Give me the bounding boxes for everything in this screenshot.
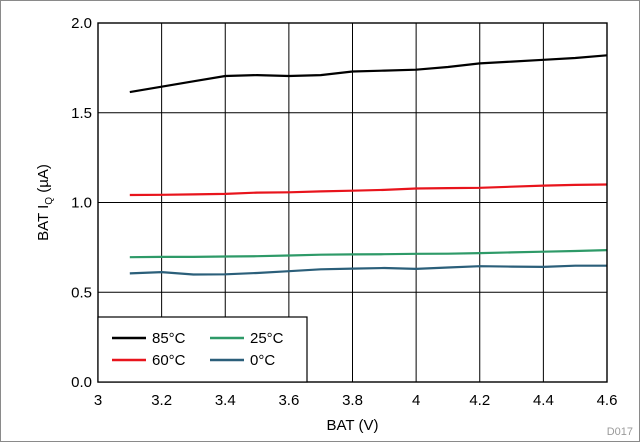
y-axis-label-subscript: Q [44,197,55,205]
y-axis-label-unit: (µA) [35,164,52,197]
legend-label: 0°C [250,352,275,369]
x-tick-label: 3.8 [342,392,363,409]
x-tick-label: 4.6 [597,392,618,409]
y-tick-labels: 0.0 0.5 1.0 1.5 2.0 [71,15,92,391]
series-line [129,54,608,94]
legend-box [97,316,308,383]
series-line [129,183,608,197]
plot-area-border [97,22,608,383]
legend: 85°C 25°C 60°C 0°C [97,316,308,383]
y-tick-label: 2.0 [71,15,92,32]
y-tick-label: 1.0 [71,195,92,212]
x-tick-labels: 3 3.2 3.4 3.6 3.8 4 4.2 4.4 4.6 [94,392,618,409]
legend-label: 60°C [152,352,186,369]
legend-label: 85°C [152,330,186,347]
x-axis-label: BAT (V) [327,417,379,434]
grid-lines [98,23,607,382]
figure-id: D017 [607,426,633,438]
y-axis-label-main: BAT I [35,205,52,241]
x-tick-label: 3 [94,392,102,409]
series-line [129,264,607,276]
series-line [129,249,608,259]
series-lines [129,54,608,276]
legend-label: 25°C [250,330,284,347]
x-tick-label: 3.4 [215,392,236,409]
y-tick-label: 1.5 [71,105,92,122]
x-tick-label: 4.4 [533,392,554,409]
y-tick-label: 0.0 [71,374,92,391]
x-tick-label: 4 [412,392,420,409]
x-tick-label: 3.6 [278,392,299,409]
y-axis-label: BAT IQ (µA) [35,164,55,241]
x-tick-label: 3.2 [151,392,172,409]
y-tick-label: 0.5 [71,284,92,301]
legend-items: 85°C 25°C 60°C 0°C [112,330,284,369]
x-tick-label: 4.2 [469,392,490,409]
